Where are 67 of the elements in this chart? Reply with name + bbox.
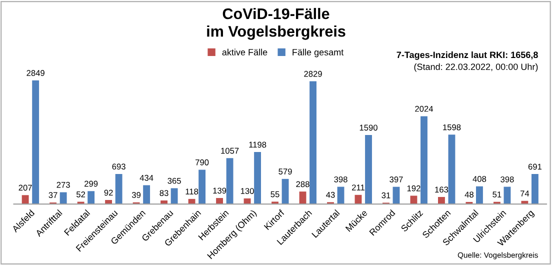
bar <box>420 116 428 204</box>
bar <box>282 178 289 204</box>
bar <box>310 81 316 204</box>
data-label: 139 <box>213 188 226 194</box>
data-label: 192 <box>407 185 420 192</box>
data-label: 398 <box>334 176 348 182</box>
data-label: 48 <box>464 192 474 198</box>
data-label: 691 <box>528 164 542 170</box>
bar <box>143 185 150 204</box>
data-label: 52 <box>76 191 86 198</box>
data-label: 39 <box>132 192 141 198</box>
bar <box>170 188 178 204</box>
data-label: 299 <box>84 180 98 187</box>
data-label: 51 <box>492 192 502 198</box>
bar <box>392 186 400 204</box>
data-label: 288 <box>296 181 310 188</box>
bar <box>216 198 223 204</box>
data-label: 92 <box>104 190 113 196</box>
data-label: 1590 <box>360 124 378 131</box>
bar <box>88 191 95 204</box>
bar <box>22 195 29 204</box>
bar <box>60 192 67 204</box>
legend-label: Fälle gesamt <box>292 48 344 58</box>
data-label: 273 <box>56 182 70 188</box>
data-label: 397 <box>390 176 403 182</box>
bar <box>410 196 418 204</box>
data-label: 43 <box>326 192 335 198</box>
bar <box>299 192 306 204</box>
bar <box>337 186 344 204</box>
bar <box>226 158 234 204</box>
bar <box>198 170 206 204</box>
data-label: 55 <box>270 191 280 198</box>
bar <box>254 152 261 204</box>
data-label: 1598 <box>443 124 461 130</box>
data-label: 434 <box>140 174 154 181</box>
data-label: 2849 <box>26 70 44 76</box>
bar <box>476 186 483 204</box>
bar <box>438 196 445 204</box>
bar <box>32 80 40 204</box>
data-label: 408 <box>472 176 486 182</box>
data-label: 74 <box>520 190 530 196</box>
chart-title: CoViD-19-Fälle im Vogelsbergkreis <box>207 8 346 40</box>
data-label: 693 <box>112 164 126 170</box>
data-label: 1057 <box>221 148 239 154</box>
bar <box>115 174 122 204</box>
legend-label: aktive Fälle <box>222 48 268 56</box>
bar <box>448 134 456 204</box>
data-label: 163 <box>435 186 448 193</box>
data-label: 37 <box>48 192 58 198</box>
bar <box>365 135 372 204</box>
data-label: 211 <box>352 184 364 190</box>
data-label: 2829 <box>304 70 322 77</box>
data-label: 579 <box>278 168 292 174</box>
data-label: 207 <box>18 184 32 191</box>
data-label: 83 <box>160 190 168 196</box>
data-label: 365 <box>168 178 181 184</box>
data-label: 2024 <box>415 106 434 112</box>
data-label: 118 <box>186 188 198 195</box>
bar <box>504 186 511 204</box>
data-label: 1198 <box>249 142 266 148</box>
text: (Stand: 22.03.2022, 00:00 Uhr) <box>414 63 538 72</box>
data-label: 398 <box>500 176 514 182</box>
text: 7-Tages-Inzidenz laut RKI: 1656,8 <box>396 51 538 60</box>
bar <box>532 174 538 204</box>
data-label: 130 <box>240 188 254 194</box>
data-label: 790 <box>196 159 209 166</box>
data-label: 31 <box>382 192 390 198</box>
